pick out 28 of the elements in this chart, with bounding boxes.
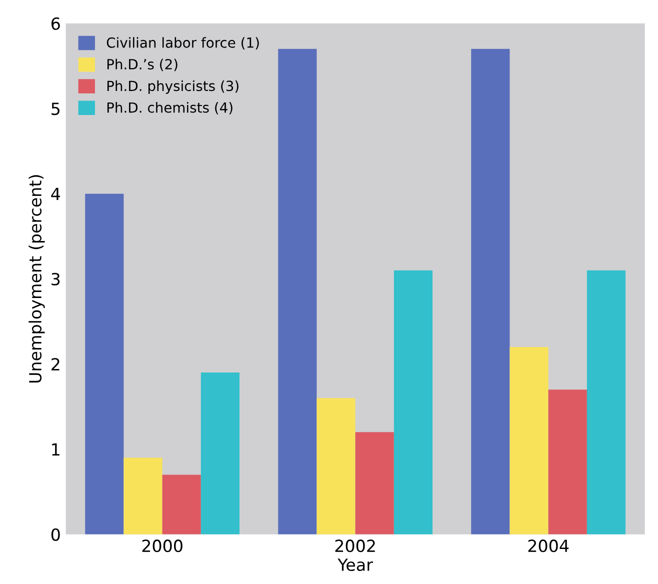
x-tick-label: 2000 [142,540,182,552]
bar [124,458,162,534]
x-tick-label: 2002 [335,540,375,552]
bar [548,390,587,534]
y-axis-title: Unemployment (percent) [28,175,45,383]
y-tick-label: 0 [51,528,60,541]
bar [316,398,356,534]
y-tick-label: 5 [52,102,60,116]
y-tick-label: 6 [52,17,60,30]
legend-label: Ph.D.’s (2) [107,58,178,72]
legend-label: Ph.D. chemists (4) [107,102,232,114]
y-tick-label: 2 [52,358,60,370]
bar [278,48,317,534]
bar [471,48,510,534]
x-axis-title: Year [338,558,373,572]
legend-label: Civilian labor force (1) [106,37,259,50]
bar [162,474,201,534]
legend-label: Ph.D. physicists (3) [107,80,238,94]
bar [200,372,240,534]
bar [394,270,433,534]
y-tick-label: 1 [52,443,60,456]
bar [586,270,626,534]
y-tick-label: 3 [52,272,60,286]
x-tick-label: 2004 [528,540,569,552]
bar [85,194,124,534]
y-tick-label: 4 [51,188,60,200]
bar [355,432,394,534]
bar [510,346,548,534]
